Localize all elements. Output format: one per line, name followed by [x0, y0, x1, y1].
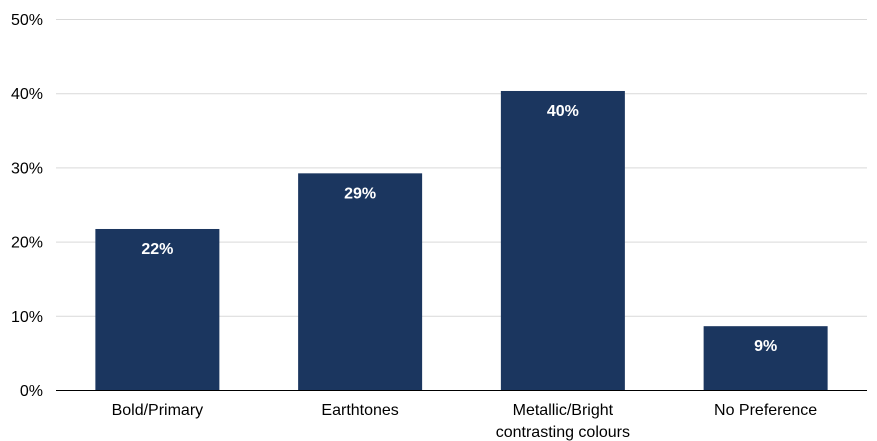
data-label: 22% — [141, 241, 173, 258]
data-label: 9% — [754, 338, 777, 355]
y-axis-tick-labels: 0% 10% 20% 30% 40% 50% — [11, 12, 43, 400]
x-category-label: Metallic/Bright — [513, 402, 614, 419]
bars — [95, 90, 828, 390]
y-tick-label: 50% — [11, 12, 43, 29]
bar — [703, 326, 828, 390]
x-category-label: No Preference — [714, 402, 817, 419]
bar — [500, 90, 625, 390]
x-category-label: contrasting colours — [496, 424, 630, 441]
y-tick-label: 20% — [11, 235, 43, 252]
y-tick-label: 30% — [11, 160, 43, 177]
x-category-label: Earthtones — [321, 402, 398, 419]
bar — [95, 228, 220, 390]
data-label: 40% — [547, 103, 579, 120]
x-category-label: Bold/Primary — [112, 402, 204, 419]
data-label: 29% — [344, 185, 376, 202]
bar — [298, 173, 423, 390]
y-tick-label: 0% — [20, 383, 43, 400]
x-axis-category-labels: Bold/Primary Earthtones Metallic/Bright con… — [112, 402, 818, 441]
y-tick-label: 40% — [11, 86, 43, 103]
bar-data-labels: 22% 29% 40% 9% — [141, 103, 777, 355]
y-tick-label: 10% — [11, 309, 43, 326]
